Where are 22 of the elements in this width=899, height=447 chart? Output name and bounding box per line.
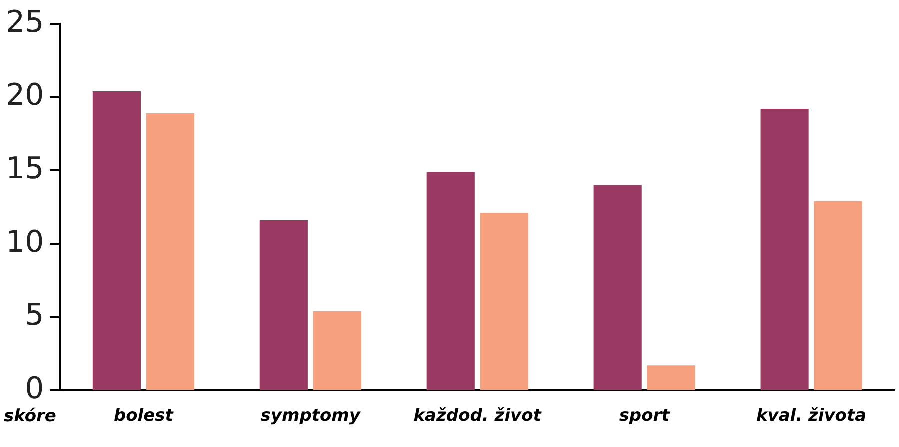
x-tick-label: každod. život <box>414 406 542 426</box>
bar <box>260 220 308 390</box>
bar <box>647 366 696 390</box>
bar <box>426 172 475 390</box>
x-tick-label: sport <box>619 406 671 426</box>
y-tick-label: 25 <box>6 4 44 40</box>
bar <box>92 91 141 390</box>
x-tick-label: bolest <box>114 406 174 426</box>
x-tick-label: symptomy <box>260 406 362 426</box>
x-tick-label: kval. života <box>756 406 867 426</box>
x-axis-title: skóre <box>4 406 56 427</box>
bar <box>480 213 528 390</box>
bar <box>760 109 809 390</box>
bar <box>313 311 362 390</box>
y-tick-label: 10 <box>6 224 44 260</box>
bar <box>594 185 642 390</box>
bar <box>814 201 862 390</box>
bar <box>146 113 194 390</box>
y-tick-label: 15 <box>6 151 44 186</box>
y-tick-label: 20 <box>6 78 44 114</box>
y-tick-label: 0 <box>25 371 44 406</box>
y-tick-label: 5 <box>25 298 44 334</box>
